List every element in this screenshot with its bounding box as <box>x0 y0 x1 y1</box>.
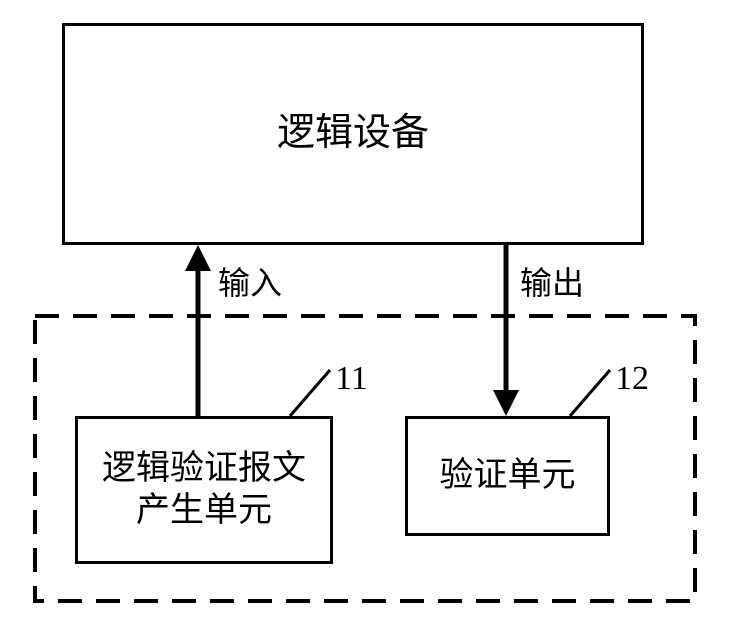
node-logic-device-label: 逻辑设备 <box>277 110 429 158</box>
node-verification-unit: 验证单元 <box>405 416 610 536</box>
node-verification-unit-label: 验证单元 <box>440 455 576 498</box>
node-logic-device: 逻辑设备 <box>62 23 644 245</box>
callout-11: 11 <box>335 360 368 398</box>
edge-label-output: 输出 <box>520 258 584 304</box>
callout-12: 12 <box>615 360 649 398</box>
diagram-canvas: 逻辑设备 逻辑验证报文产生单元 验证单元 输入 输出 11 12 <box>0 0 737 624</box>
node-message-generator-unit: 逻辑验证报文产生单元 <box>75 416 333 564</box>
node-message-generator-unit-label: 逻辑验证报文产生单元 <box>102 448 306 533</box>
edge-label-input: 输入 <box>218 258 282 304</box>
